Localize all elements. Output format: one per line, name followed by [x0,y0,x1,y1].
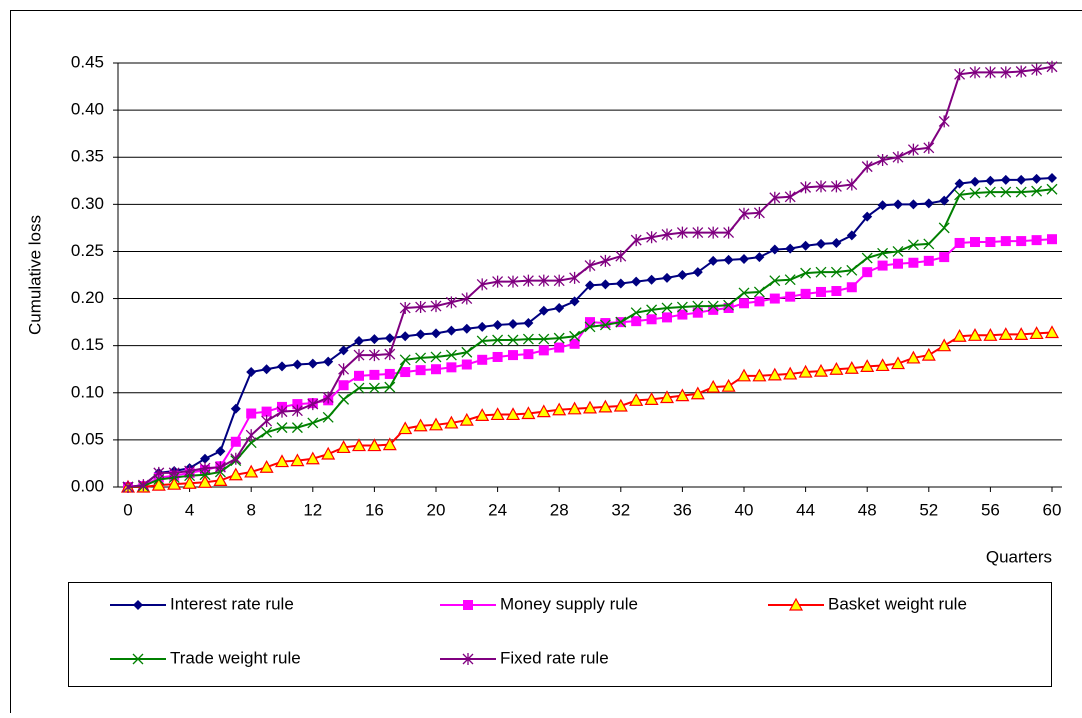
marker [493,352,503,362]
marker [647,314,657,324]
y-tick-label: 0.00 [71,476,104,495]
y-tick-label: 0.40 [71,100,104,119]
marker [1032,235,1042,245]
marker [1001,236,1011,246]
legend-label: Fixed rate rule [500,648,609,667]
legend-label: Basket weight rule [828,594,967,613]
marker [831,286,841,296]
marker [662,312,672,322]
x-tick-label: 12 [303,500,322,519]
marker [523,349,533,359]
legend-label: Money supply rule [500,594,638,613]
marker [463,600,473,610]
y-tick-label: 0.20 [71,288,104,307]
marker [431,364,441,374]
marker [862,267,872,277]
marker [246,409,256,419]
marker [739,298,749,308]
y-axis-label: Cumulative loss [25,215,44,335]
legend-label: Trade weight rule [170,648,301,667]
marker [1047,234,1057,244]
marker [955,238,965,248]
marker [339,380,349,390]
x-tick-label: 32 [611,500,630,519]
y-tick-label: 0.30 [71,194,104,213]
marker [816,287,826,297]
marker [847,282,857,292]
marker [893,259,903,269]
marker [416,365,426,375]
x-tick-label: 0 [123,500,132,519]
marker [924,256,934,266]
x-tick-label: 48 [858,500,877,519]
x-tick-label: 56 [981,500,1000,519]
marker [539,345,549,355]
marker [477,355,487,365]
marker [801,289,811,299]
marker [462,360,472,370]
y-tick-label: 0.05 [71,429,104,448]
x-tick-label: 24 [488,500,507,519]
marker [631,316,641,326]
marker [446,362,456,372]
x-tick-label: 28 [550,500,569,519]
x-axis-label: Quarters [986,547,1052,566]
marker [554,343,564,353]
x-tick-label: 40 [735,500,754,519]
marker [908,258,918,268]
marker [231,437,241,447]
y-tick-label: 0.35 [71,147,104,166]
marker [939,252,949,262]
marker [754,296,764,306]
x-tick-label: 52 [919,500,938,519]
x-tick-label: 60 [1043,500,1062,519]
y-tick-label: 0.45 [71,52,104,71]
x-tick-label: 44 [796,500,815,519]
x-tick-label: 8 [246,500,255,519]
marker [369,370,379,380]
marker [385,369,395,379]
legend-label: Interest rate rule [170,594,294,613]
marker [400,367,410,377]
marker [970,237,980,247]
x-tick-label: 20 [427,500,446,519]
marker [354,371,364,381]
x-tick-label: 16 [365,500,384,519]
x-tick-label: 4 [185,500,194,519]
marker [785,292,795,302]
marker [600,318,610,328]
marker [1016,236,1026,246]
x-tick-label: 36 [673,500,692,519]
marker [985,237,995,247]
y-tick-label: 0.25 [71,241,104,260]
marker [508,350,518,360]
marker [878,261,888,271]
y-tick-label: 0.15 [71,335,104,354]
y-tick-label: 0.10 [71,382,104,401]
marker [770,294,780,304]
